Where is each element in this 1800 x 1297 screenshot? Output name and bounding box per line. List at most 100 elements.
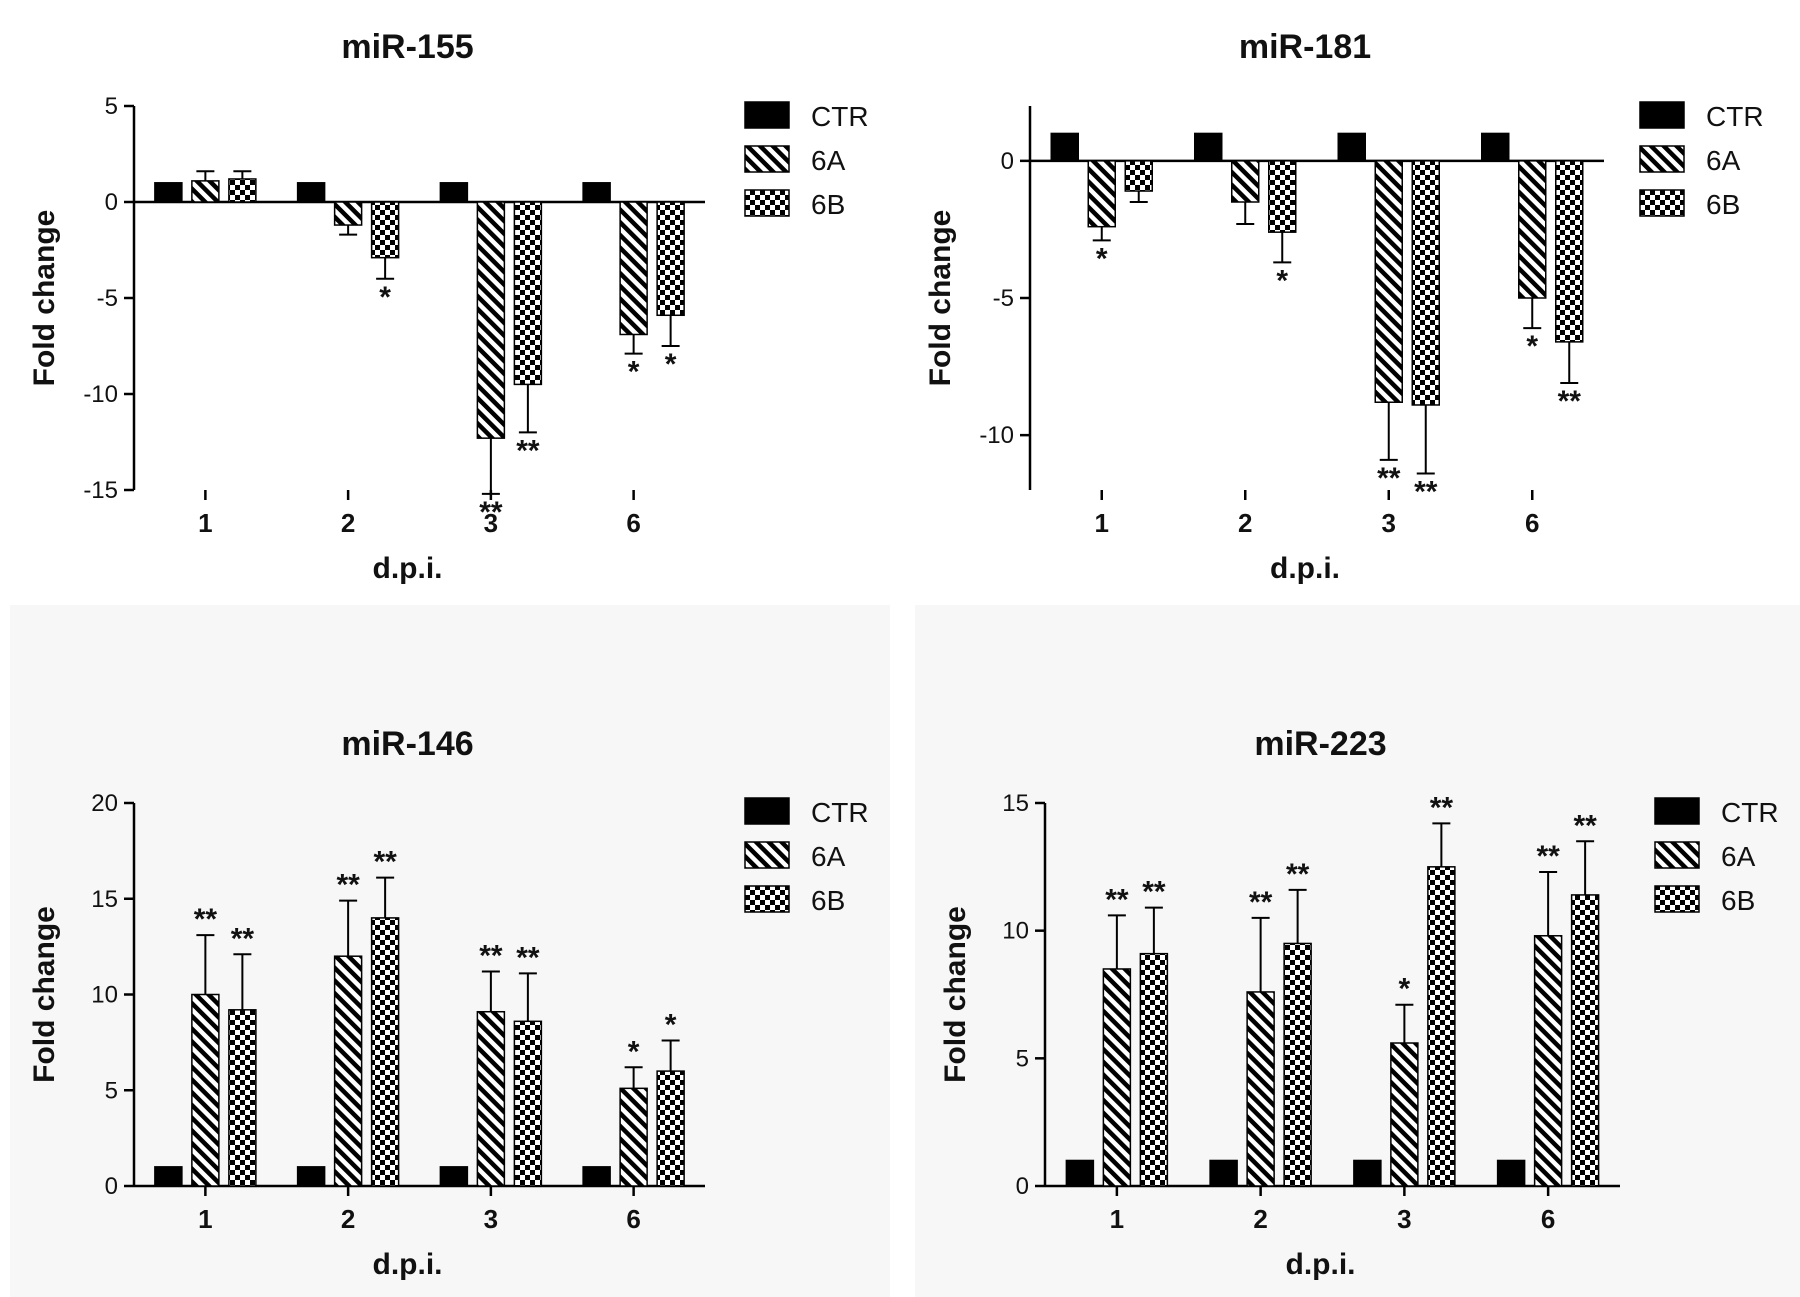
bar-6b-day-3 bbox=[1427, 866, 1456, 1187]
y-tick-label: 15 bbox=[91, 886, 118, 913]
bar-6b-day-2 bbox=[370, 201, 400, 259]
significance-label: ** bbox=[1142, 876, 1166, 909]
significance-label: ** bbox=[479, 496, 503, 529]
bar-6a-day-1 bbox=[191, 180, 220, 203]
significance-label: * bbox=[379, 281, 391, 314]
legend-label-6b: 6B bbox=[811, 189, 845, 220]
legend-swatch-ctr bbox=[1654, 797, 1700, 825]
bar-ctr-day-6 bbox=[582, 182, 611, 203]
legend-label-6a: 6A bbox=[811, 145, 846, 176]
significance-label: * bbox=[1526, 330, 1538, 363]
legend-swatch-6a bbox=[1639, 145, 1685, 173]
significance-label: * bbox=[665, 1008, 677, 1041]
bar-ctr-day-1 bbox=[154, 1166, 183, 1187]
bar-6a-day-6 bbox=[619, 1087, 648, 1187]
legend-label-ctr: CTR bbox=[811, 101, 869, 132]
significance-label: ** bbox=[1377, 462, 1401, 495]
significance-label: ** bbox=[373, 846, 397, 879]
bar-6b-day-6 bbox=[656, 1070, 685, 1187]
legend-swatch-6a bbox=[744, 841, 790, 869]
x-tick-label: 2 bbox=[341, 1204, 355, 1234]
bar-6a-day-3 bbox=[1374, 160, 1403, 403]
y-tick-label: 0 bbox=[105, 189, 118, 216]
bar-6b-day-6 bbox=[1570, 894, 1600, 1187]
legend-label-6b: 6B bbox=[1706, 189, 1740, 220]
bar-6a-day-2 bbox=[333, 201, 363, 226]
y-tick-label: -5 bbox=[993, 285, 1014, 312]
legend-swatch-6a bbox=[744, 145, 790, 173]
y-axis-label: Fold change bbox=[28, 210, 61, 387]
bar-6a-day-1 bbox=[1102, 968, 1132, 1187]
significance-label: ** bbox=[1573, 809, 1597, 842]
bar-6b-day-6 bbox=[1555, 160, 1584, 343]
y-tick-label: -5 bbox=[97, 285, 118, 312]
bar-6a-day-2 bbox=[1246, 991, 1275, 1187]
significance-label: ** bbox=[1249, 886, 1273, 919]
bar-ctr-day-1 bbox=[154, 182, 183, 203]
bar-ctr-day-3 bbox=[1353, 1159, 1382, 1187]
y-tick-label: 10 bbox=[1002, 918, 1029, 945]
y-tick-label: 15 bbox=[1002, 790, 1029, 817]
legend-label-ctr: CTR bbox=[811, 797, 869, 828]
x-tick-label: 2 bbox=[341, 508, 355, 538]
significance-label: ** bbox=[1286, 858, 1310, 891]
y-tick-label: 0 bbox=[1016, 1173, 1029, 1200]
x-tick-label: 1 bbox=[198, 508, 212, 538]
bar-6b-day-1 bbox=[228, 1009, 257, 1187]
chart-title: miR-155 bbox=[341, 28, 473, 66]
y-tick-label: -10 bbox=[83, 381, 118, 408]
legend-swatch-ctr bbox=[744, 101, 790, 129]
legend-swatch-ctr bbox=[1639, 101, 1685, 129]
x-axis-label: d.p.i. bbox=[373, 1248, 443, 1281]
x-tick-label: 2 bbox=[1238, 508, 1252, 538]
x-tick-label: 1 bbox=[198, 1204, 212, 1234]
x-tick-label: 6 bbox=[1541, 1204, 1555, 1234]
significance-label: ** bbox=[516, 434, 540, 467]
significance-label: ** bbox=[336, 869, 360, 902]
bar-ctr-day-3 bbox=[439, 182, 469, 203]
bar-ctr-day-3 bbox=[439, 1166, 469, 1187]
significance-label: ** bbox=[1536, 840, 1560, 873]
y-tick-label: -10 bbox=[979, 422, 1014, 449]
x-axis-label: d.p.i. bbox=[1286, 1248, 1356, 1281]
bar-ctr-day-2 bbox=[1194, 132, 1223, 162]
x-tick-label: 3 bbox=[484, 508, 498, 538]
x-tick-label: 2 bbox=[1253, 1204, 1267, 1234]
chart-title: miR-181 bbox=[1239, 28, 1371, 66]
legend-swatch-6b bbox=[744, 885, 790, 913]
significance-label: * bbox=[665, 348, 677, 381]
significance-label: * bbox=[628, 356, 640, 389]
bar-6b-day-2 bbox=[1283, 942, 1312, 1187]
legend-swatch-6b bbox=[744, 189, 790, 217]
legend-label-6b: 6B bbox=[811, 885, 845, 916]
y-axis-label: Fold change bbox=[924, 210, 957, 387]
y-tick-label: -15 bbox=[83, 477, 118, 504]
x-axis-label: d.p.i. bbox=[1270, 552, 1340, 585]
bar-6b-day-2 bbox=[370, 917, 400, 1187]
bar-6b-day-1 bbox=[1124, 160, 1153, 192]
x-tick-label: 1 bbox=[1095, 508, 1109, 538]
significance-label: * bbox=[1096, 242, 1108, 275]
bar-6b-day-2 bbox=[1268, 160, 1297, 233]
x-tick-label: 6 bbox=[1525, 508, 1539, 538]
bar-6b-day-3 bbox=[1411, 160, 1440, 406]
y-axis-label: Fold change bbox=[939, 906, 972, 1083]
bar-ctr-day-6 bbox=[1496, 1159, 1526, 1187]
bar-6b-day-3 bbox=[513, 201, 543, 386]
significance-label: ** bbox=[1558, 385, 1582, 418]
significance-label: * bbox=[1276, 264, 1288, 297]
significance-label: * bbox=[1399, 973, 1411, 1006]
bar-6b-day-6 bbox=[656, 201, 685, 317]
legend-label-6b: 6B bbox=[1721, 885, 1755, 916]
significance-label: ** bbox=[516, 941, 540, 974]
bar-6a-day-2 bbox=[333, 955, 363, 1187]
bar-6a-day-2 bbox=[1231, 160, 1260, 203]
bar-6b-day-1 bbox=[228, 178, 257, 203]
bar-6a-day-3 bbox=[476, 1010, 506, 1187]
legend-label-6a: 6A bbox=[1706, 145, 1741, 176]
